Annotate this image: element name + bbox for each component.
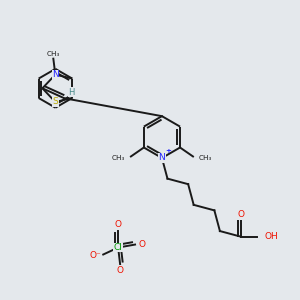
Text: CH₃: CH₃ [46, 51, 60, 57]
Text: O: O [237, 210, 244, 219]
Text: O⁻: O⁻ [89, 251, 101, 260]
Text: OH: OH [265, 232, 278, 241]
Text: O: O [115, 220, 122, 229]
Text: O: O [117, 266, 124, 275]
Text: CH₃: CH₃ [112, 155, 125, 161]
Text: Cl: Cl [114, 243, 123, 252]
Text: H: H [68, 88, 74, 97]
Text: O: O [139, 240, 145, 249]
Text: N: N [52, 70, 59, 79]
Text: S: S [52, 98, 58, 106]
Text: N: N [159, 154, 165, 163]
Text: CH₃: CH₃ [199, 155, 212, 161]
Text: +: + [166, 148, 171, 154]
